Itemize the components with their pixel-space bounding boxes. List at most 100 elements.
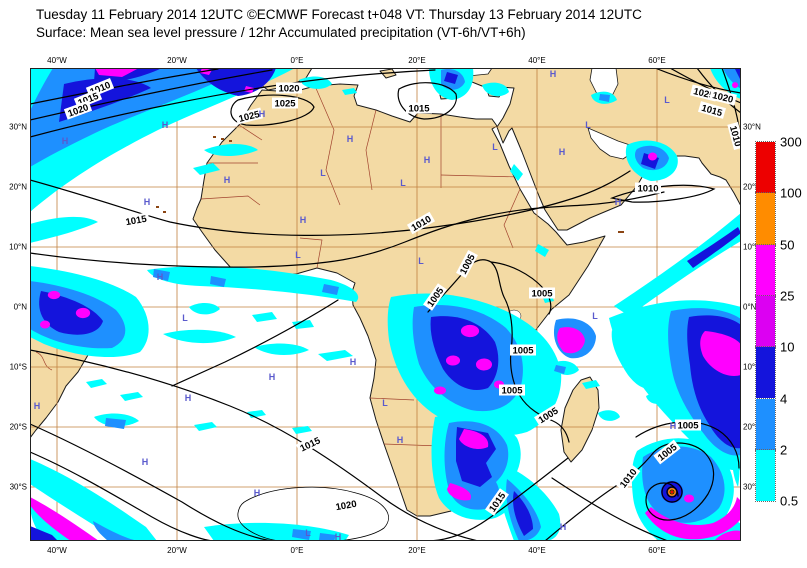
lon-tick-label: 40°E	[528, 56, 546, 65]
isobar-label: 1020	[709, 88, 737, 106]
isobar-label: 1015	[122, 212, 150, 228]
colorbar-value: 300	[780, 134, 802, 150]
low-pressure-marker: L	[400, 178, 406, 188]
colorbar-value: 2	[780, 442, 788, 458]
colorbar-segment	[755, 192, 776, 246]
low-pressure-marker: L	[492, 142, 498, 152]
high-pressure-marker: H	[185, 393, 192, 403]
lat-tick-label: 0°N	[743, 302, 757, 312]
high-pressure-marker: H	[300, 215, 307, 225]
isobar-label: 1005	[510, 344, 536, 357]
isobar-label: 1015	[406, 102, 432, 115]
colorbar-segment	[755, 397, 776, 451]
isobar-label: 1005	[529, 287, 555, 300]
high-pressure-marker: H	[62, 136, 69, 146]
high-pressure-marker: H	[224, 175, 231, 185]
colorbar-value: 100	[780, 185, 802, 201]
high-pressure-marker: H	[162, 120, 169, 130]
lat-tick-label: 10°N	[743, 242, 761, 252]
tropical-cyclone-core	[668, 488, 676, 496]
lon-tick-label: 60°E	[648, 56, 666, 65]
low-pressure-marker: L	[585, 120, 591, 130]
svg-text:1015: 1015	[408, 104, 430, 115]
high-pressure-marker: H	[670, 421, 677, 431]
svg-text:1005: 1005	[501, 386, 523, 397]
low-pressure-marker: L	[664, 95, 670, 105]
lat-tick-label: 0°N	[13, 302, 27, 312]
high-pressure-marker: H	[269, 372, 276, 382]
lat-tick-label: 30°N	[9, 122, 27, 132]
svg-text:1010: 1010	[637, 184, 658, 195]
colorbar-value: 50	[780, 237, 795, 253]
isobar-value-labels: 1010101510201020102510251015101510251020…	[63, 78, 741, 516]
high-pressure-marker: H	[254, 488, 261, 498]
svg-text:1005: 1005	[531, 289, 553, 300]
isobar-label: 1005	[675, 419, 701, 432]
svg-text:1020: 1020	[335, 499, 358, 514]
colorbar-value: 4	[780, 391, 788, 406]
svg-text:1025: 1025	[274, 99, 296, 110]
lat-tick-label: 20°N	[9, 182, 27, 192]
lon-tick-label: 60°E	[648, 546, 666, 555]
forecast-map: 1010101510201020102510251015101510251020…	[30, 68, 741, 541]
high-pressure-marker: H	[157, 272, 164, 282]
isobar-label: 1015	[295, 433, 325, 455]
lon-tick-label: 40°W	[47, 546, 67, 555]
lat-tick-label: 20°S	[743, 422, 761, 432]
low-pressure-marker: L	[320, 168, 326, 178]
low-pressure-marker: L	[295, 250, 301, 260]
lat-tick-label: 10°S	[743, 362, 761, 372]
colorbar-value: 0.5	[780, 493, 799, 509]
lon-tick-label: 20°W	[167, 56, 187, 65]
high-pressure-marker: H	[259, 109, 266, 119]
lat-tick-label: 30°N	[743, 122, 761, 132]
chart-title-parameter: Surface: Mean sea level pressure / 12hr …	[36, 25, 526, 40]
isobar-label: 1020	[332, 497, 360, 513]
lon-tick-label: 20°W	[167, 546, 187, 555]
lon-tick-label: 40°W	[47, 56, 67, 65]
high-pressure-marker: H	[350, 357, 357, 367]
svg-text:1015: 1015	[125, 214, 148, 229]
lon-tick-label: 40°E	[528, 546, 546, 555]
colorbar-segment	[755, 448, 776, 503]
high-pressure-marker: H	[142, 457, 149, 467]
high-pressure-marker: H	[144, 197, 151, 207]
high-pressure-marker: H	[397, 435, 404, 445]
high-pressure-marker: H	[347, 134, 354, 144]
colorbar-segment	[755, 346, 776, 400]
chart-title-base-time: Tuesday 11 February 2014 12UTC ©ECMWF Fo…	[36, 7, 642, 22]
lat-tick-label: 30°S	[743, 482, 761, 492]
lon-tick-label: 20°E	[408, 546, 426, 555]
svg-text:1020: 1020	[711, 90, 734, 106]
isobar-label: 1010	[635, 182, 661, 195]
lon-tick-label: 0°E	[290, 546, 304, 555]
svg-text:1025: 1025	[238, 109, 262, 125]
isobar-label: 1020	[276, 82, 302, 95]
high-pressure-marker: H	[550, 69, 557, 79]
low-pressure-marker: L	[305, 528, 311, 538]
svg-text:1020: 1020	[278, 84, 299, 95]
high-pressure-marker: H	[424, 155, 431, 165]
middle-east-landmass	[454, 68, 741, 231]
high-pressure-marker: H	[560, 522, 567, 532]
lon-tick-label: 0°E	[290, 56, 304, 65]
isobar-label: 1025	[272, 97, 298, 110]
low-pressure-marker: L	[592, 311, 598, 321]
precip-10-50mm	[30, 68, 741, 541]
lon-tick-label: 20°E	[408, 56, 426, 65]
lat-tick-label: 20°N	[743, 182, 761, 192]
low-pressure-marker: L	[418, 256, 424, 266]
high-pressure-marker: H	[559, 147, 566, 157]
lat-tick-label: 20°S	[9, 422, 27, 432]
colorbar-value: 10	[780, 339, 795, 355]
svg-text:1005: 1005	[512, 346, 534, 357]
lat-tick-label: 10°N	[9, 242, 27, 252]
colorbar-segment	[755, 294, 776, 349]
colorbar-segment	[755, 243, 776, 297]
lat-tick-label: 30°S	[9, 482, 27, 492]
lat-tick-label: 10°S	[9, 362, 27, 372]
low-pressure-marker: L	[182, 313, 188, 323]
high-pressure-marker: H	[615, 197, 622, 207]
pressure-center-markers: H H H H H H H H H H H H H H H H H H H H H H L L L L L L L L L L L	[34, 69, 677, 541]
